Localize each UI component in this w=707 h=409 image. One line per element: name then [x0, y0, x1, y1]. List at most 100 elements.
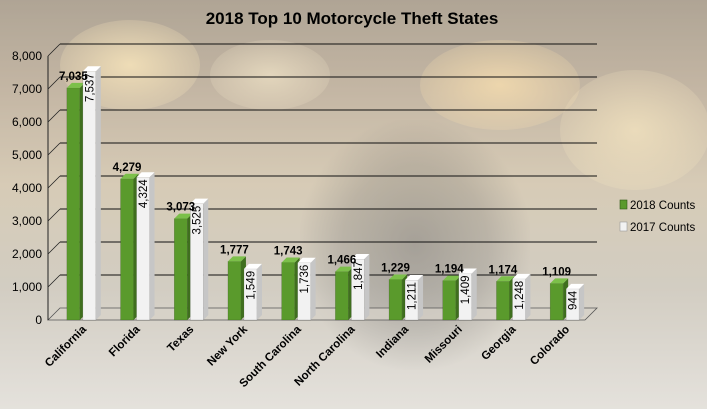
data-label-2018: 1,229: [381, 262, 410, 274]
data-label-2018: 1,194: [435, 264, 464, 276]
bar-2017-top: [136, 172, 155, 178]
legend: 2018 Counts 2017 Counts: [619, 199, 695, 234]
legend-swatch-2017: [619, 221, 628, 232]
bar-2017-top: [351, 254, 370, 260]
y-tick-label: 3,000: [12, 214, 42, 228]
data-label-2017: 1,736: [299, 265, 311, 294]
data-label-2017: 944: [568, 290, 580, 310]
bar-2017-top: [512, 273, 531, 279]
y-tick-label: 1,000: [12, 280, 42, 294]
bar-2018: [549, 278, 569, 321]
bar-2017-top: [458, 268, 477, 274]
bar-2018-top: [227, 256, 246, 262]
y-tick-label: 5,000: [12, 148, 42, 162]
bar-2017-top: [405, 275, 424, 281]
x-category-label: California: [43, 323, 89, 369]
y-tick-label: 4,000: [12, 181, 42, 195]
bar-2017: [512, 273, 531, 321]
bar-2018-front: [66, 87, 81, 321]
bar-2017-top: [297, 257, 316, 263]
bar-2018: [442, 275, 461, 321]
bar-2017: [351, 254, 370, 321]
bar-2017: [243, 263, 262, 321]
y-tick-label: 2,000: [12, 247, 42, 261]
bar-2018-top: [389, 274, 408, 280]
data-label-2018: 1,109: [542, 266, 571, 278]
chart-title: 2018 Top 10 Motorcycle Theft States: [206, 9, 499, 28]
data-label-2017: 3,525: [192, 206, 204, 235]
data-label-2018: 3,073: [166, 202, 195, 214]
bar-2018-front: [227, 261, 242, 321]
bar-2017-top: [82, 66, 101, 72]
bar-2018-top: [496, 276, 515, 282]
bar-2017-side: [579, 283, 585, 320]
gridline-depth: [47, 76, 61, 90]
bar-2018-top: [281, 257, 300, 263]
bar-2017: [297, 257, 316, 321]
data-label-2018: 4,279: [113, 162, 142, 174]
x-category-label: Georgia: [479, 323, 519, 363]
bar-2017: [458, 268, 477, 321]
bar-2017-side: [310, 257, 316, 320]
bar-2017-top: [190, 198, 209, 204]
bar-2018: [388, 274, 408, 321]
y-tick-label: 7,000: [12, 82, 42, 96]
bar-2018: [496, 276, 515, 321]
x-category-label: Colorado: [528, 324, 572, 368]
data-label-2017: 4,324: [138, 179, 150, 208]
gridline-depth: [47, 274, 61, 288]
data-label-2017: 1,211: [407, 282, 419, 310]
y-tick-label: 8,000: [12, 49, 42, 63]
bar-2018-front: [388, 279, 403, 321]
data-label-2017: 1,549: [245, 271, 257, 300]
x-category-label: New York: [205, 323, 250, 368]
bar-2017: [404, 275, 424, 321]
bar-2018-top: [442, 275, 461, 281]
y-tick-label: 0: [35, 313, 42, 327]
data-label-2017: 1,847: [353, 261, 365, 290]
bar-2018-top: [550, 278, 569, 284]
legend-swatch-2018: [619, 199, 628, 210]
bar-2017-side: [364, 254, 370, 320]
bar-2018: [335, 266, 354, 321]
bar-2018-top: [335, 266, 354, 272]
gridline-depth: [47, 109, 61, 123]
bar-2018-front: [281, 262, 295, 321]
bar-2018-top: [174, 213, 193, 219]
bar-2017-front: [82, 71, 97, 321]
gridline-depth: [47, 43, 61, 57]
bar-2017: [190, 198, 209, 321]
gridline-depth: [47, 142, 61, 156]
bar-2018-front: [120, 178, 134, 321]
data-label-2018: 1,466: [327, 255, 356, 267]
data-label-2018: 1,174: [489, 264, 518, 276]
bar-2018-front: [496, 281, 510, 321]
bar-2018: [174, 213, 193, 321]
bar-2018-top: [66, 82, 85, 88]
data-label-2018: 1,743: [274, 245, 303, 257]
y-tick-label: 6,000: [12, 115, 42, 129]
data-label-2017: 7,537: [84, 73, 96, 102]
bar-2017-top: [243, 263, 262, 269]
bar-2018: [120, 173, 139, 321]
bar-2017-side: [149, 172, 155, 320]
bar-2018-top: [120, 173, 139, 179]
gridline-depth: [47, 241, 61, 255]
legend-label-2017: 2017 Counts: [630, 222, 695, 234]
x-category-label: Texas: [165, 324, 196, 355]
bar-2018-front: [442, 280, 456, 321]
bar-2018-front: [549, 283, 564, 321]
data-label-2018: 7,035: [59, 71, 88, 83]
bar-2017-side: [256, 263, 262, 320]
bar-2017: [565, 283, 585, 321]
bar-2017-side: [95, 66, 101, 321]
bar-2017: [136, 172, 155, 321]
x-category-label: Missouri: [423, 324, 465, 366]
bar-2017-side: [203, 198, 209, 320]
data-label-2018: 1,777: [220, 244, 249, 256]
bar-2018-front: [335, 271, 349, 321]
